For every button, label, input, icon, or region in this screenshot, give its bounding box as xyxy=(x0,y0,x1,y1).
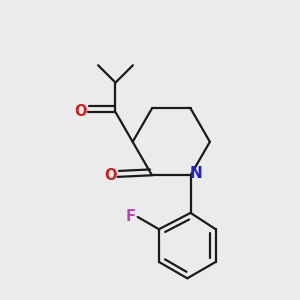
Text: F: F xyxy=(125,209,136,224)
Text: O: O xyxy=(104,168,117,183)
Text: N: N xyxy=(190,166,203,181)
Text: O: O xyxy=(74,103,87,118)
